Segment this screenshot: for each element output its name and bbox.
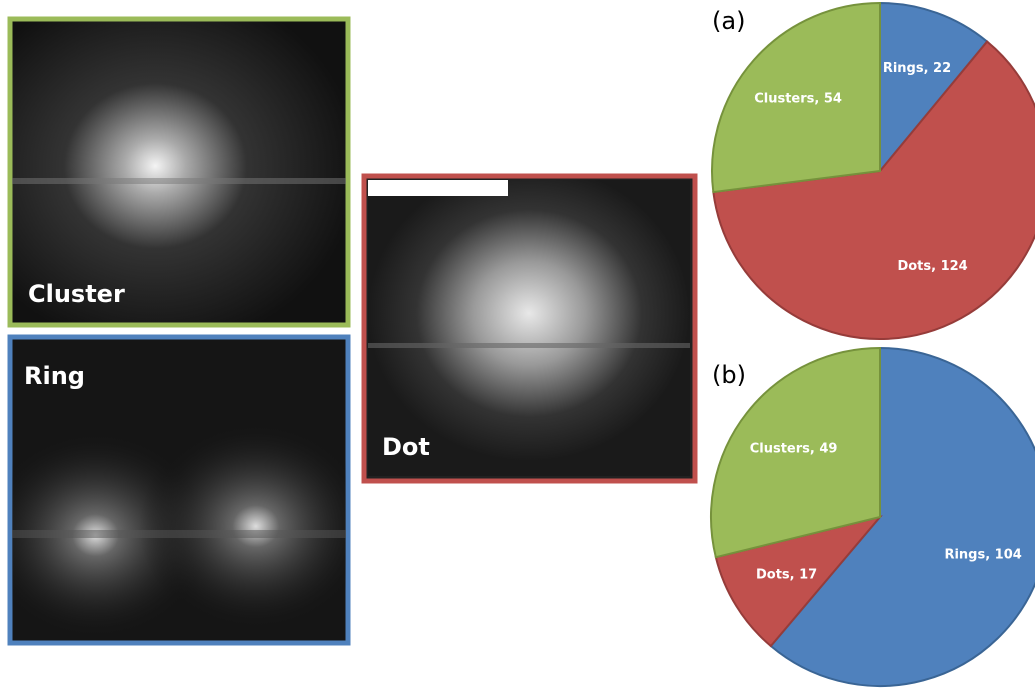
data-label: Rings, 104 [944,547,1021,562]
panel-label: Dot [382,433,430,461]
panel-label: Cluster [28,280,125,308]
ring-panel: Ring [10,337,348,643]
panel-label: Ring [24,362,85,390]
data-label: Rings, 22 [883,61,951,76]
data-label: Clusters, 49 [750,442,838,457]
data-label: Clusters, 54 [754,91,842,106]
data-label: Dots, 124 [897,259,967,274]
cluster-panel: Cluster [10,19,348,325]
data-label: Dots, 17 [756,567,817,582]
chart-title: (a) [712,7,745,35]
chart-title: (b) [712,361,746,389]
dot-panel: Dot [364,176,695,481]
figure: Cluster Ring Dot (a) Rings, 22 Dots, 124 Cl… [0,0,1035,688]
